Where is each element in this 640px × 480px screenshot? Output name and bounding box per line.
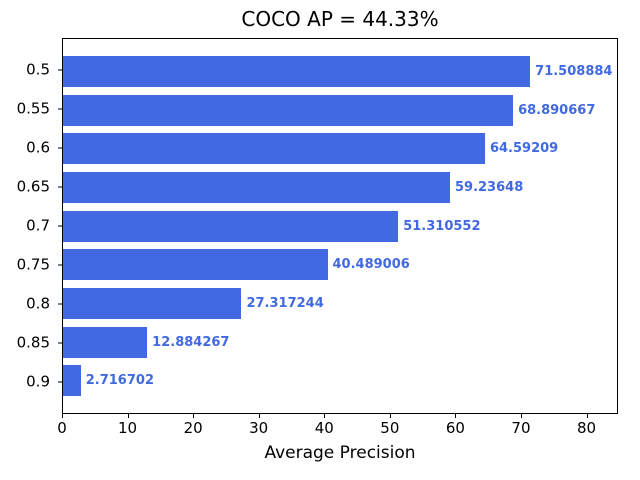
- y-tick-label: 0.65: [16, 177, 50, 196]
- x-tick-label: 50: [380, 419, 400, 437]
- bar-value-label: 40.489006: [332, 257, 410, 273]
- y-tick-mark: [58, 186, 62, 188]
- bar: [63, 365, 81, 397]
- chart-title: COCO AP = 44.33%: [241, 7, 439, 31]
- bar-row: 68.890667: [63, 91, 617, 130]
- bar-row: 64.59209: [63, 129, 617, 168]
- bar: [63, 55, 531, 87]
- y-tick-mark: [58, 342, 62, 344]
- y-tick-label: 0.5: [26, 60, 50, 79]
- bar-value-label: 2.716702: [85, 373, 154, 389]
- bar-row: 40.489006: [63, 245, 617, 284]
- bar: [63, 171, 450, 203]
- x-tick-mark: [62, 414, 63, 418]
- x-tick-mark: [127, 414, 129, 418]
- x-tick-mark: [324, 414, 326, 418]
- plot-area: 71.508884 68.890667 64.59209 59.23648 51.310…: [62, 38, 618, 414]
- bar-value-label: 68.890667: [518, 102, 596, 118]
- x-axis: 0 10 20 30 40 50 60 70 80: [57, 414, 618, 440]
- bar-row: 71.508884: [63, 52, 617, 91]
- y-tick-mark: [58, 303, 62, 305]
- y-tick-mark: [58, 264, 62, 266]
- x-tick-mark: [193, 414, 195, 418]
- y-tick-mark: [58, 147, 62, 149]
- bars-container: 71.508884 68.890667 64.59209 59.23648 51.310…: [63, 52, 617, 400]
- bar-row: 59.23648: [63, 168, 617, 207]
- y-tick-label: 0.7: [26, 216, 50, 235]
- bar: [63, 249, 328, 281]
- bar: [63, 94, 514, 126]
- bar: [63, 326, 148, 358]
- x-tick-label: 20: [183, 419, 203, 437]
- y-tick-label: 0.85: [16, 333, 50, 352]
- x-tick-mark: [586, 414, 588, 418]
- y-tick-mark: [58, 225, 62, 227]
- y-tick-label: 0.6: [26, 138, 50, 157]
- y-tick-mark: [58, 108, 62, 110]
- bar: [63, 133, 485, 165]
- bar-value-label: 27.317244: [246, 295, 324, 311]
- x-tick-mark: [455, 414, 457, 418]
- y-axis: 0.5 0.55 0.6 0.65 0.7 0.75 0.8 0.85 0.9: [0, 38, 62, 414]
- bar-value-label: 59.23648: [454, 179, 524, 195]
- bar-row: 12.884267: [63, 323, 617, 362]
- x-axis-label: Average Precision: [264, 443, 416, 463]
- x-tick-label: 70: [511, 419, 531, 437]
- x-tick-label: 10: [118, 419, 138, 437]
- y-tick-mark: [58, 69, 62, 71]
- bar-value-label: 12.884267: [152, 334, 230, 350]
- bar-value-label: 71.508884: [535, 63, 613, 79]
- x-tick-label: 60: [445, 419, 465, 437]
- y-tick-mark: [58, 381, 62, 383]
- y-tick-label: 0.8: [26, 294, 50, 313]
- y-tick-label: 0.9: [26, 372, 50, 391]
- bar-value-label: 51.310552: [403, 218, 481, 234]
- bar-value-label: 64.59209: [489, 141, 559, 157]
- bar-row: 51.310552: [63, 207, 617, 246]
- bar: [63, 287, 242, 319]
- x-tick-label: 0: [57, 419, 67, 437]
- x-tick-mark: [520, 414, 522, 418]
- x-tick-label: 30: [249, 419, 269, 437]
- y-tick-label: 0.75: [16, 255, 50, 274]
- y-tick-label: 0.55: [16, 99, 50, 118]
- x-tick-label: 40: [314, 419, 334, 437]
- bar-row: 27.317244: [63, 284, 617, 323]
- bar-row: 2.716702: [63, 361, 617, 400]
- x-tick-mark: [389, 414, 391, 418]
- x-tick-label: 80: [576, 419, 597, 437]
- bar: [63, 210, 399, 242]
- x-tick-mark: [258, 414, 260, 418]
